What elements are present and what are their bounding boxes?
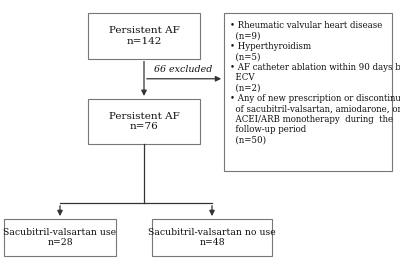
Text: Persistent AF
n=76: Persistent AF n=76 xyxy=(109,112,179,131)
Text: Persistent AF
n=142: Persistent AF n=142 xyxy=(109,26,179,46)
FancyBboxPatch shape xyxy=(224,13,392,171)
Text: 66 excluded: 66 excluded xyxy=(154,65,212,74)
FancyBboxPatch shape xyxy=(152,219,272,256)
Text: Sacubitril-valsartan use
n=28: Sacubitril-valsartan use n=28 xyxy=(4,228,116,247)
Text: • Rheumatic valvular heart disease
  (n=9)
• Hyperthyroidism
  (n=5)
• AF cathet: • Rheumatic valvular heart disease (n=9)… xyxy=(230,21,400,145)
FancyBboxPatch shape xyxy=(88,13,200,59)
FancyBboxPatch shape xyxy=(88,99,200,144)
Text: Sacubitril-valsartan no use
n=48: Sacubitril-valsartan no use n=48 xyxy=(148,228,276,247)
FancyBboxPatch shape xyxy=(4,219,116,256)
